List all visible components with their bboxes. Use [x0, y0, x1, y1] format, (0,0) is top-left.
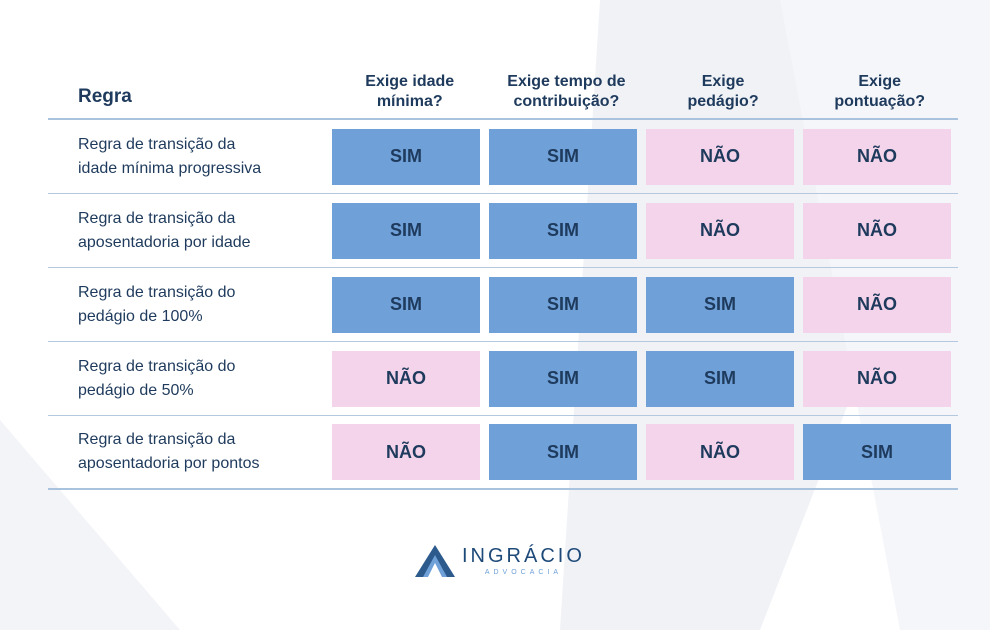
table-row: Regra de transição do pedágio de 100% SI…: [48, 268, 958, 342]
rule-label: Regra de transição do pedágio de 50%: [78, 357, 236, 399]
value-cell: SIM: [332, 276, 480, 333]
value-cell: SIM: [803, 424, 951, 480]
brand-name: INGRÁCIO: [462, 545, 585, 567]
value-cell: SIM: [489, 276, 637, 333]
column-header-pedagio: Exige pedágio?: [687, 73, 759, 110]
rule-label: Regra de transição do pedágio de 100%: [78, 283, 236, 325]
value-cell: NÃO: [803, 350, 951, 407]
table-row: Regra de transição do pedágio de 50% NÃO…: [48, 342, 958, 416]
value-cell: SIM: [332, 128, 480, 185]
value-cell: SIM: [489, 202, 637, 259]
column-header-idade-minima: Exige idade mínima?: [365, 73, 455, 110]
rule-label: Regra de transição da idade mínima progr…: [78, 135, 262, 177]
table-row: Regra de transição da aposentadoria por …: [48, 416, 958, 490]
triangle-logo-icon: [415, 545, 455, 577]
value-cell: SIM: [489, 128, 637, 185]
comparison-table: Regra Exige idade mínima? Exige tempo de…: [48, 60, 958, 490]
value-cell: SIM: [646, 350, 794, 407]
value-cell: NÃO: [646, 202, 794, 259]
value-cell: NÃO: [646, 128, 794, 185]
rule-column-header: Regra: [78, 86, 132, 107]
value-cell: NÃO: [803, 276, 951, 333]
value-cell: NÃO: [332, 350, 480, 407]
value-cell: SIM: [646, 276, 794, 333]
column-header-pontuacao: Exige pontuação?: [834, 73, 926, 110]
value-cell: NÃO: [803, 202, 951, 259]
logo-wordmark: INGRÁCIO ADVOCACIA: [462, 546, 585, 576]
column-header-tempo-contribuicao: Exige tempo de contribuição?: [507, 73, 626, 110]
value-cell: SIM: [489, 350, 637, 407]
value-cell: NÃO: [332, 424, 480, 480]
value-cell: NÃO: [803, 128, 951, 185]
rule-label: Regra de transição da aposentadoria por …: [78, 209, 251, 251]
value-cell: SIM: [332, 202, 480, 259]
company-logo: INGRÁCIO ADVOCACIA: [414, 544, 585, 578]
table-header: Regra Exige idade mínima? Exige tempo de…: [48, 60, 958, 120]
table-row: Regra de transição da idade mínima progr…: [48, 120, 958, 194]
table-row: Regra de transição da aposentadoria por …: [48, 194, 958, 268]
brand-subtitle: ADVOCACIA: [484, 569, 563, 576]
value-cell: SIM: [489, 424, 637, 480]
rule-label: Regra de transição da aposentadoria por …: [78, 431, 260, 472]
value-cell: NÃO: [646, 424, 794, 480]
